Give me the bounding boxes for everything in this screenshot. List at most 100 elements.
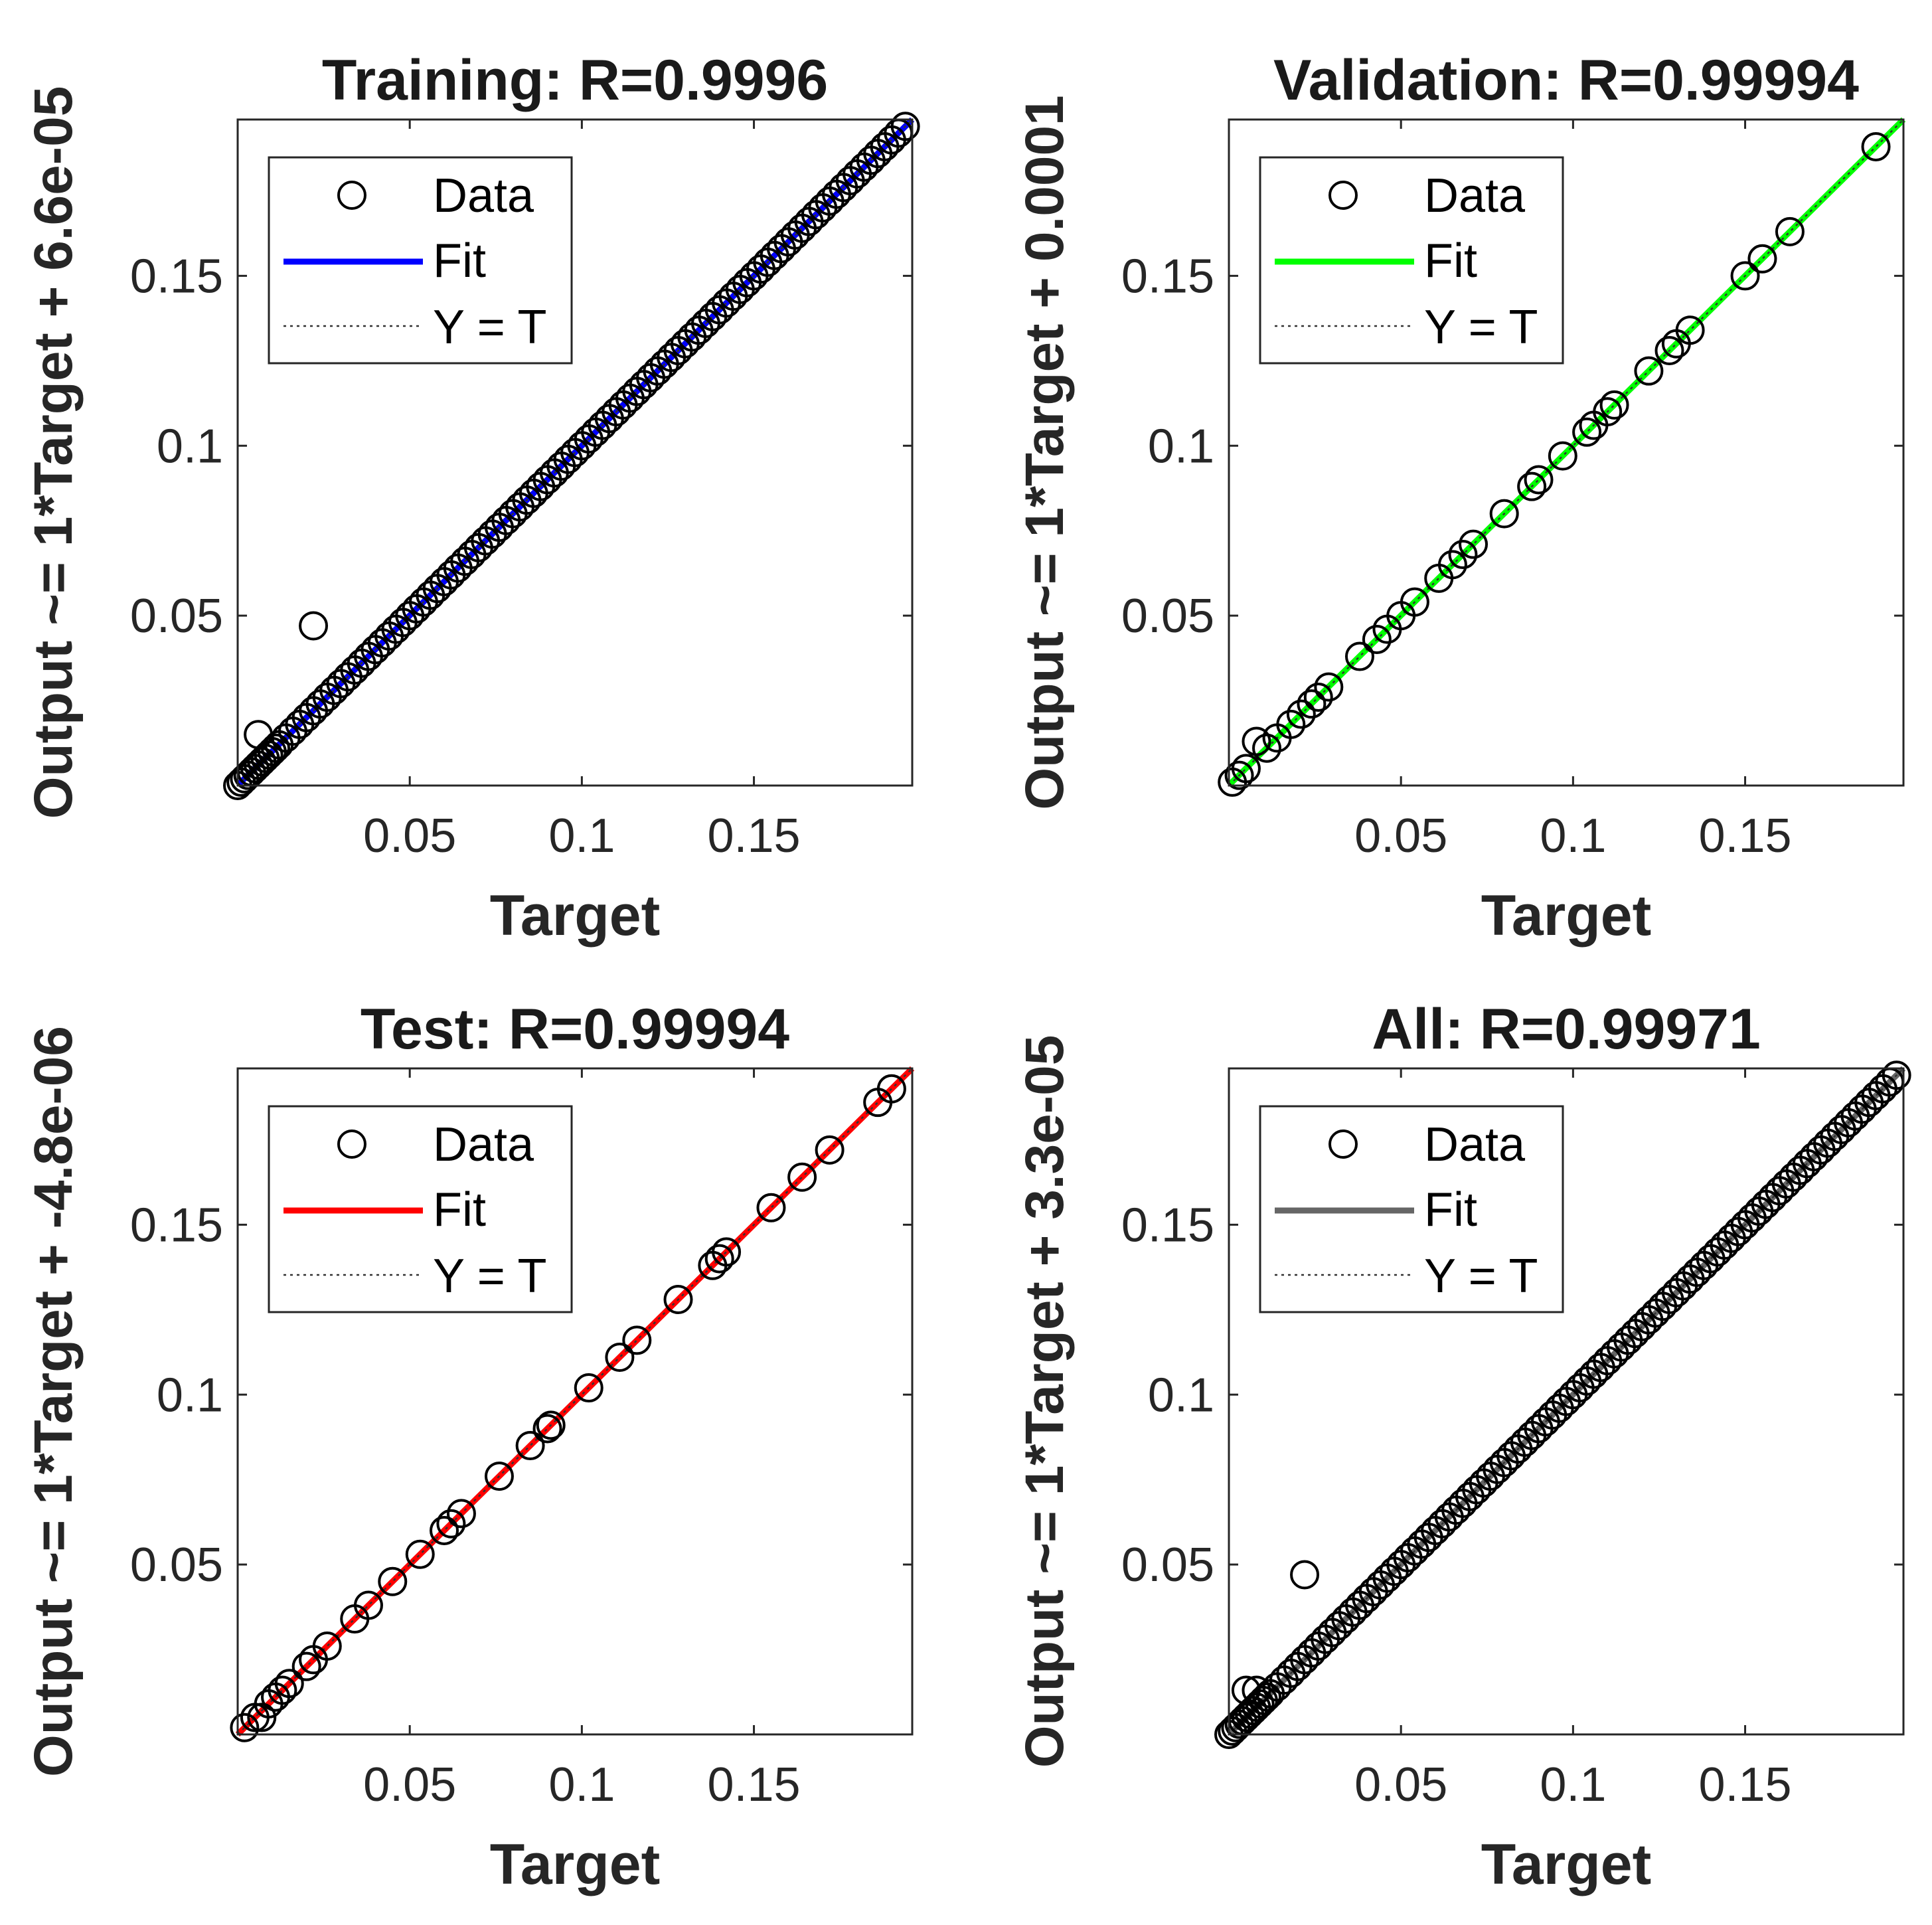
x-tick-label: 0.15 [707,809,800,863]
legend-label-y-equals-t: Y = T [1424,1250,1538,1303]
data-point [436,1509,466,1539]
data-point [1297,689,1327,719]
axes-ticks [1229,120,1903,786]
data-point [1344,641,1374,671]
data-point [536,1410,566,1440]
y-axis-label: Output ~= 1*Target + 6.6e-05 [23,86,84,819]
y-tick-label: 0.05 [130,1539,223,1592]
y-tick-label: 0.1 [1148,1369,1214,1422]
y-axis-label: Output ~= 1*Target + 3.3e-05 [1014,1035,1075,1768]
data-point [532,1414,562,1444]
data-point [1861,131,1891,161]
data-point [1276,709,1306,739]
x-axis-label: Target [1481,1833,1651,1896]
data-point [1242,1675,1271,1705]
data-point [1593,397,1623,427]
data-point [247,1703,277,1732]
data-point [1775,216,1805,246]
data-point [574,1373,604,1403]
data-point [1231,1675,1261,1705]
y-equals-t-line [1228,1068,1904,1735]
y-tick-label: 0.05 [130,590,223,643]
data-point [1459,529,1489,559]
data-point [1303,682,1333,712]
legend: Data Fit Y = T [268,1105,573,1313]
legend-label-fit: Fit [433,1183,486,1236]
y-axis-label: Output ~= 1*Target + 0.0001 [1014,95,1075,809]
legend-label-data: Data [433,169,534,222]
data-point [1654,335,1684,365]
x-tick-label: 0.1 [548,1758,615,1811]
legend-label-data: Data [1424,1118,1526,1171]
data-point [1489,499,1519,529]
x-axis-label: Target [1481,884,1651,948]
data-point [291,1651,321,1681]
data-point [605,1342,635,1372]
legend-label-fit: Fit [1424,234,1477,288]
chart-title: All: R=0.99971 [1372,997,1761,1061]
data-point [815,1135,845,1165]
y-tick-label: 0.1 [157,1369,223,1422]
legend-data-marker [337,181,366,210]
y-tick-label: 0.15 [1121,1199,1214,1252]
x-tick-label: 0.15 [1698,809,1791,863]
x-tick-label: 0.1 [548,809,615,863]
tick-labels: 0.05 0.1 0.15 0.05 0.1 0.15 [130,1199,801,1811]
panel-all: 0.05 0.1 0.15 0.05 0.1 0.15 All: R=0.99971 Ta… [1014,997,1911,1896]
data-point [1252,733,1282,763]
legend-label-y-equals-t: Y = T [433,1250,546,1303]
axes-box [236,118,914,787]
y-tick-label: 0.15 [1121,250,1214,303]
panel-test: 0.05 0.1 0.15 0.05 0.1 0.15 Test: R=0.99994 T… [23,997,915,1896]
data-point [712,1237,742,1267]
data-point [622,1325,652,1355]
x-tick-label: 0.1 [1540,1758,1606,1811]
data-point [1286,699,1316,729]
axes-box [1228,1067,1905,1736]
data-point [1524,465,1554,495]
tick-labels: 0.05 0.1 0.15 0.05 0.1 0.15 [1121,1199,1792,1811]
data-point [704,1244,734,1274]
axes-ticks [238,120,912,786]
data-point [1448,540,1478,570]
tick-labels: 0.05 0.1 0.15 0.05 0.1 0.15 [130,250,801,863]
fit-line [1226,117,1906,788]
y-tick-label: 0.05 [1121,590,1214,643]
panel-training: 0.05 0.1 0.15 0.05 0.1 0.15 Training: R=0.999… [23,48,920,948]
data-point [756,1193,786,1222]
data-point [230,1713,260,1742]
y-equals-t-line [237,1068,913,1735]
chart-title: Training: R=0.9996 [322,48,828,112]
data-point [274,1669,304,1699]
data-point [430,1515,459,1545]
chart-title: Test: R=0.99994 [361,997,789,1061]
data-points [1218,131,1891,797]
data-point [1882,1060,1911,1090]
data-point [268,1675,297,1705]
data-point [484,1462,514,1491]
data-point [876,1074,906,1104]
x-tick-label: 0.05 [363,809,456,863]
y-tick-label: 0.1 [1148,420,1214,473]
panel-validation: 0.05 0.1 0.15 0.05 0.1 0.15 Validation: R=0.9… [1014,48,1906,948]
x-tick-label: 0.15 [1698,1758,1791,1811]
axes-ticks [238,1068,912,1734]
data-point [1730,261,1760,291]
data-point [1517,471,1547,501]
x-axis-label: Target [490,1833,660,1896]
legend: Data Fit Y = T [1259,156,1564,365]
data-point [1675,315,1705,345]
data-point [1437,550,1467,580]
axes-ticks [1229,1068,1903,1734]
y-axis-label: Output ~= 1*Target + -4.8e-06 [23,1026,84,1777]
x-tick-label: 0.05 [363,1758,456,1811]
legend: Data Fit Y = T [268,156,573,365]
data-point [299,611,329,641]
data-point [1572,417,1602,447]
x-tick-label: 0.1 [1540,809,1606,863]
data-point [353,1590,383,1620]
data-point [1231,754,1261,784]
data-point [1548,441,1577,471]
legend-label-y-equals-t: Y = T [1424,301,1538,354]
